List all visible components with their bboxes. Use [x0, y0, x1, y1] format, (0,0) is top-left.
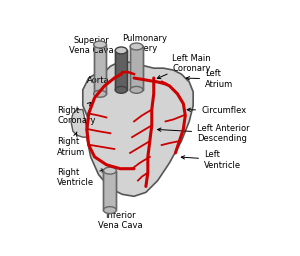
- Polygon shape: [83, 62, 193, 196]
- Text: Left
Ventricle: Left Ventricle: [181, 150, 241, 169]
- Text: Left
Atrium: Left Atrium: [186, 69, 233, 89]
- Ellipse shape: [115, 47, 127, 54]
- Text: Inferior
Vena Cava: Inferior Vena Cava: [98, 211, 142, 230]
- Text: Right
Ventricle: Right Ventricle: [57, 168, 105, 187]
- Text: Superior
Vena Cava: Superior Vena Cava: [69, 36, 114, 55]
- Polygon shape: [71, 110, 89, 137]
- Text: Pulmonary
Artery: Pulmonary Artery: [122, 34, 167, 53]
- Ellipse shape: [94, 41, 106, 48]
- Text: Left Anterior
Descending: Left Anterior Descending: [158, 124, 250, 143]
- Text: Right
Atrium: Right Atrium: [57, 132, 86, 157]
- Bar: [115, 50, 127, 90]
- Text: Right
Coronary: Right Coronary: [57, 102, 96, 125]
- Bar: [130, 47, 143, 90]
- Ellipse shape: [130, 87, 143, 93]
- Ellipse shape: [103, 167, 116, 174]
- Ellipse shape: [115, 87, 127, 93]
- Text: Left Main
Coronary: Left Main Coronary: [157, 54, 211, 79]
- Text: Aorta: Aorta: [87, 77, 110, 86]
- Ellipse shape: [130, 43, 143, 50]
- Bar: [103, 171, 116, 210]
- Bar: [94, 45, 106, 94]
- Ellipse shape: [94, 90, 106, 97]
- Text: Circumflex: Circumflex: [187, 106, 246, 115]
- Ellipse shape: [103, 207, 116, 214]
